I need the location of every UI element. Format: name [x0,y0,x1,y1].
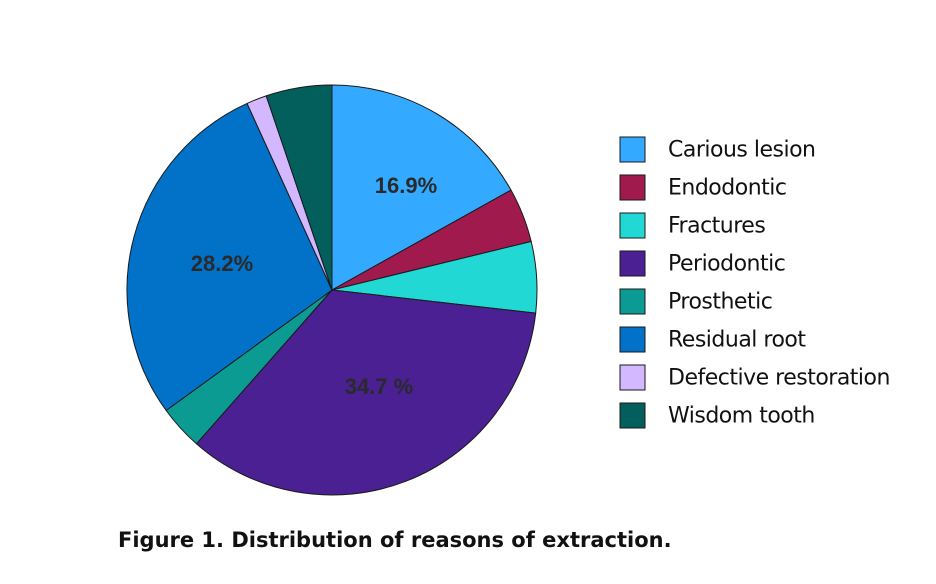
slice-residual-root [126,102,333,411]
legend-label-endodontic: Endodontic [668,176,786,201]
legend-swatch-carious-lesion [619,136,646,163]
legend-label-periodontic: Periodontic [668,252,785,277]
legend-label-residual-root: Residual root [668,328,806,353]
data-label-residual-root: 28.2% [191,251,253,276]
pie-slice-labels: 16.9% 34.7 % 28.2% [191,173,437,399]
legend-label-carious-lesion: Carious lesion [668,138,815,163]
legend-swatch-wisdom-tooth [619,402,646,429]
data-label-carious-lesion: 16.9% [375,173,437,198]
slice-periodontic [195,289,537,496]
legend-swatch-periodontic [619,250,646,277]
figure-caption: Figure 1. Distribution of reasons of ext… [118,528,672,552]
legend-label-wisdom-tooth: Wisdom tooth [668,404,815,429]
legend-swatch-residual-root [619,326,646,353]
legend: Carious lesion Endodontic Fractures Periodo… [619,136,890,429]
data-label-periodontic: 34.7 % [345,374,414,399]
legend-swatch-endodontic [619,174,646,201]
legend-swatch-prosthetic [619,288,646,315]
legend-swatch-defective-restoration [619,364,646,391]
legend-label-fractures: Fractures [668,214,765,239]
slice-wisdom-tooth [265,84,333,291]
legend-label-defective-restoration: Defective restoration [668,366,890,391]
pie-slices [126,84,538,496]
legend-label-prosthetic: Prosthetic [668,290,772,315]
legend-swatch-fractures [619,212,646,239]
slice-carious-lesion [331,84,512,291]
